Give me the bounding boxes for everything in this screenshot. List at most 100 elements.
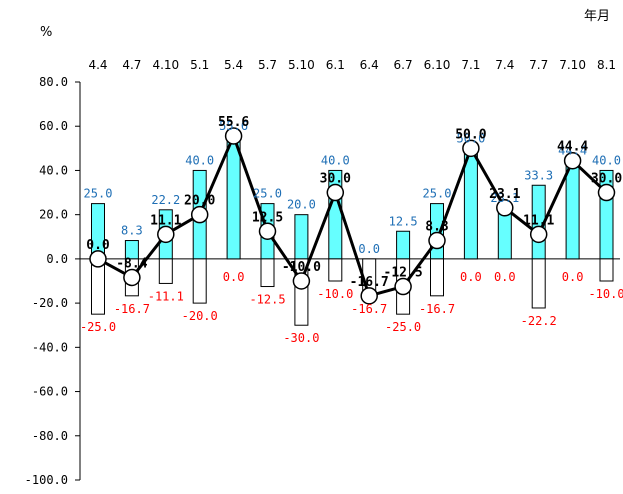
x-unit-label: 年月 xyxy=(584,9,610,24)
line-marker xyxy=(190,205,209,224)
line-marker xyxy=(123,268,141,287)
line-path xyxy=(97,134,608,298)
y-tick-label: 80.0 xyxy=(39,75,68,89)
line-series xyxy=(89,127,616,305)
positive-bar-label: 44.4 xyxy=(558,144,587,158)
line-marker xyxy=(224,127,243,145)
line-point-label: -8.4 xyxy=(116,256,147,271)
negative-bar xyxy=(599,258,614,282)
negative-bar-label: -10.0 xyxy=(317,287,353,301)
negative-bar xyxy=(192,258,207,304)
line-point-label: 30.0 xyxy=(591,172,622,187)
x-tick-label: 5.10 xyxy=(288,58,315,72)
line-marker xyxy=(360,287,378,305)
line-point-label: 11.1 xyxy=(150,213,181,228)
y-tick-label: 20.0 xyxy=(39,208,68,222)
line-marker xyxy=(597,183,616,202)
negative-bar-label: -16.7 xyxy=(419,302,455,316)
line-point-label: 30.0 xyxy=(320,172,351,187)
x-tick-label: 6.1 xyxy=(326,58,345,72)
positive-bar-label: 40.0 xyxy=(592,153,621,167)
y-tick-label: -40.0 xyxy=(32,340,68,354)
negative-bar xyxy=(531,258,546,309)
negative-bar-label: -10.0 xyxy=(588,287,623,301)
negative-bar xyxy=(430,258,444,297)
positive-bar xyxy=(294,214,309,260)
x-tick-label: 6.4 xyxy=(360,58,379,72)
negative-bar xyxy=(260,258,275,288)
axes: 80.0 60.0 40.0 20.0 0.0 -20.0 -40.0 -60.0 -80.0 -… xyxy=(25,58,620,487)
x-tick-label: 7.1 xyxy=(461,58,480,72)
x-tick-label: 4.4 xyxy=(88,58,107,72)
positive-bar-label: 8.3 xyxy=(121,224,143,238)
positive-bar-label: 40.0 xyxy=(185,153,214,167)
line-marker xyxy=(428,231,446,250)
negative-bar-label: -11.1 xyxy=(148,289,184,303)
positive-bar-label: 33.3 xyxy=(524,168,553,182)
x-tick-label: 5.4 xyxy=(224,58,243,72)
negative-bar-label: 0.0 xyxy=(460,270,482,284)
positive-bar-label: 40.0 xyxy=(321,153,350,167)
line-marker xyxy=(462,139,480,158)
x-tick-label: 4.10 xyxy=(152,58,179,72)
x-tick-label: 7.7 xyxy=(529,58,548,72)
line-marker xyxy=(89,250,107,268)
line-marker xyxy=(394,277,412,296)
y-tick-label: -60.0 xyxy=(32,385,68,399)
line-point-label: 20.0 xyxy=(184,194,215,209)
x-tick-label: 6.10 xyxy=(424,58,451,72)
x-tick-label: 4.7 xyxy=(122,58,141,72)
line-point-label: 8.3 xyxy=(425,220,448,235)
y-tick-label: -80.0 xyxy=(32,429,68,443)
positive-bar-label: 22.2 xyxy=(151,193,180,207)
line-point-label: 0.0 xyxy=(86,238,110,253)
line-marker xyxy=(292,272,311,290)
negative-bar-label: -12.5 xyxy=(249,293,285,307)
negative-bar-label: 0.0 xyxy=(223,270,245,284)
y-tick-label: 0.0 xyxy=(46,252,68,266)
positive-bar-label: 25.0 xyxy=(84,187,113,201)
line-point-label: 50.0 xyxy=(455,127,486,142)
line-point-label: 11.1 xyxy=(523,213,554,228)
line-marker xyxy=(258,222,277,240)
negative-bar xyxy=(328,258,343,282)
line-point-label: 12.5 xyxy=(252,210,283,225)
negative-bar-label: -16.7 xyxy=(351,302,387,316)
line-marker xyxy=(563,151,582,170)
y-unit-label: % xyxy=(40,25,52,40)
line-point-label: -12.5 xyxy=(384,266,423,281)
line-marker xyxy=(529,225,548,244)
negative-bar-label: 0.0 xyxy=(494,270,516,284)
negative-bar-label: -30.0 xyxy=(283,331,319,345)
negative-bar-label: -22.2 xyxy=(521,314,557,328)
negative-bar-label: -20.0 xyxy=(182,309,218,323)
positive-bar xyxy=(396,230,411,260)
negative-bar-label: -25.0 xyxy=(385,320,421,334)
line-point-label: 44.4 xyxy=(557,140,588,155)
x-tick-label: 8.1 xyxy=(597,58,616,72)
positive-bar-label: 25.0 xyxy=(423,187,452,201)
line-point-label: -10.0 xyxy=(282,260,321,275)
x-tick-label: 7.10 xyxy=(559,58,586,72)
negative-bar-label: -25.0 xyxy=(80,320,116,334)
y-tick-label: 40.0 xyxy=(39,163,68,177)
line-point-label: 55.6 xyxy=(218,115,249,130)
y-tick-label: 60.0 xyxy=(39,119,68,133)
y-tick-label: -20.0 xyxy=(32,296,68,310)
positive-bar xyxy=(565,160,580,260)
line-marker xyxy=(496,199,514,217)
positive-bar-label: 20.0 xyxy=(287,198,316,212)
positive-bar xyxy=(226,135,241,260)
y-tick-label: -100.0 xyxy=(25,473,68,487)
line-point-label: -16.7 xyxy=(350,275,389,290)
line-point-label: 23.1 xyxy=(489,187,520,202)
negative-bar xyxy=(158,258,173,284)
data-labels: 25.0 8.3 22.2 40.0 55.6 25.0 20.0 40.0 0.0 12.5 25… xyxy=(80,115,623,345)
positive-bar-label: 23.1 xyxy=(490,191,519,205)
positive-bar-label: 55.6 xyxy=(219,119,248,133)
positive-bar-label: 0.0 xyxy=(358,242,380,256)
line-marker xyxy=(326,183,345,202)
negative-bar-label: -16.7 xyxy=(114,302,150,316)
positive-bar-label: 50.0 xyxy=(456,131,485,145)
